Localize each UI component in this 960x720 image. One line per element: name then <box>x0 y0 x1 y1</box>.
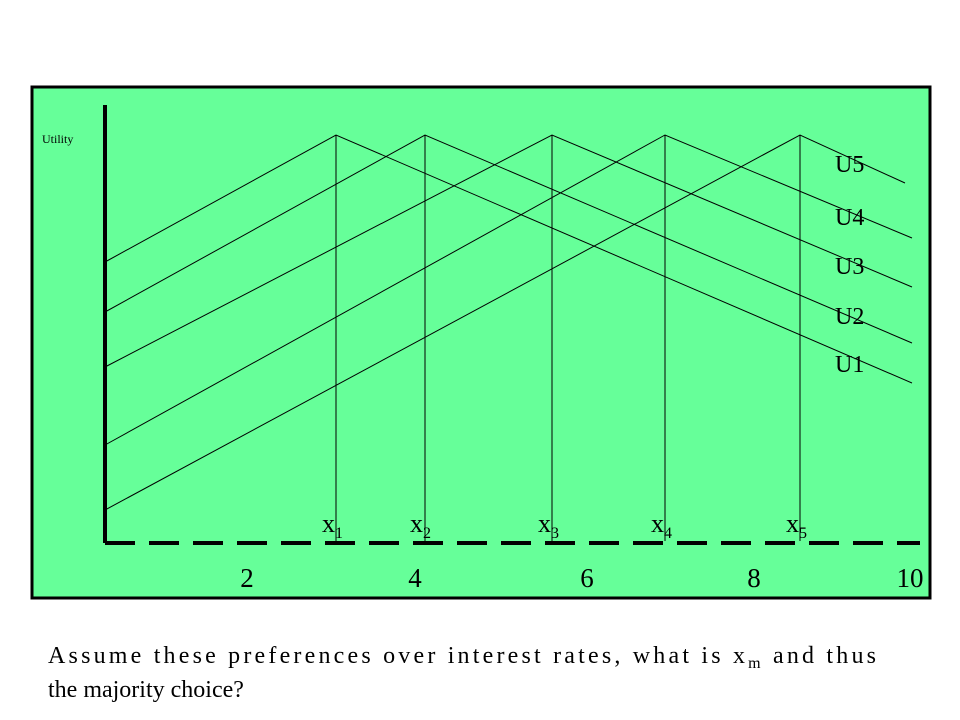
point-x: x <box>322 509 335 538</box>
axis-label: Utility <box>42 132 73 146</box>
caption: Assume these preferences over interest r… <box>48 643 876 703</box>
curve-label: U3 <box>835 254 864 280</box>
point-label: x4 <box>651 509 672 542</box>
curve-labels: U5 U4 U3 U2 U1 <box>835 152 864 378</box>
point-x: x <box>410 509 423 538</box>
point-x: x <box>786 509 799 538</box>
point-label: x5 <box>786 509 807 542</box>
x-tick-label: 6 <box>580 563 594 593</box>
caption-sub: m <box>748 655 761 672</box>
point-x: x <box>651 509 664 538</box>
caption-line: the majority choice? <box>48 677 244 703</box>
point-sub: 2 <box>423 525 431 542</box>
x-ticks: 2 4 6 8 10 <box>240 563 923 593</box>
caption-text: Assume these preferences over interest r… <box>48 643 745 669</box>
point-sub: 3 <box>551 525 559 542</box>
x-tick-label: 2 <box>240 563 254 593</box>
curves <box>104 134 913 541</box>
point-label: x3 <box>538 509 559 542</box>
point-x: x <box>538 509 551 538</box>
curve-label: U4 <box>835 205 864 231</box>
point-label: x1 <box>322 509 343 542</box>
curve-label: U2 <box>835 304 864 330</box>
point-sub: 4 <box>664 525 672 542</box>
curve-label: U1 <box>835 352 864 378</box>
point-sub: 1 <box>335 525 343 542</box>
x-tick-label: 4 <box>408 563 422 593</box>
x-tick-label: 8 <box>747 563 761 593</box>
curve-label: U5 <box>835 152 864 178</box>
point-labels: x1 x2 x3 x4 x5 <box>322 509 807 542</box>
point-sub: 5 <box>799 525 807 542</box>
caption-line: Assume these preferences over interest r… <box>48 643 876 672</box>
point-label: x2 <box>410 509 431 542</box>
caption-text: and thus <box>764 643 876 669</box>
x-tick-label: 10 <box>897 563 924 593</box>
